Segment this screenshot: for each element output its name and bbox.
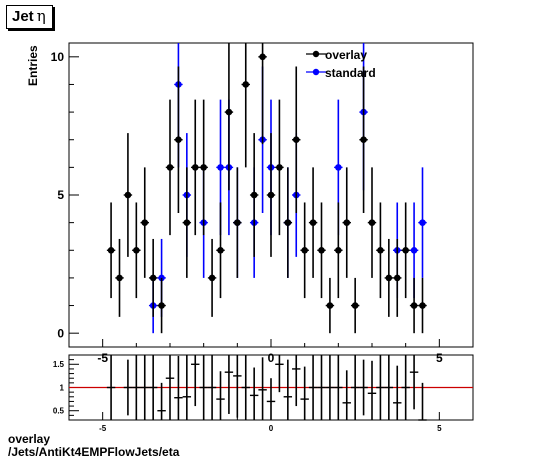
data-point: [166, 164, 174, 171]
data-point: [292, 136, 300, 144]
data-point: [276, 164, 283, 171]
data-point: [385, 274, 393, 282]
data-point: [402, 246, 409, 254]
legend-standard-label: standard: [325, 66, 376, 80]
data-point: [183, 219, 191, 226]
data-point: [107, 246, 115, 254]
data-point: [410, 246, 418, 254]
data-point: [259, 53, 266, 61]
data-point: [309, 219, 317, 226]
data-point: [419, 302, 426, 309]
legend-overlay-marker: [312, 50, 320, 58]
data-point: [335, 246, 342, 254]
data-point: [351, 302, 359, 309]
data-point: [234, 219, 241, 226]
main-axes: -5 0 5 0 5 10: [51, 50, 474, 365]
x-tick-label: 0: [269, 424, 274, 433]
y-tick-label: 0: [57, 326, 64, 340]
data-point: [318, 246, 325, 254]
data-point: [360, 136, 367, 144]
data-point: [200, 164, 207, 171]
data-point: [158, 302, 165, 309]
data-point: [191, 164, 199, 171]
data-point: [326, 302, 334, 309]
footer-label: overlay: [8, 432, 51, 446]
data-point: [225, 108, 233, 116]
x-tick-label: 0: [268, 351, 275, 365]
y-tick-label: 1.5: [53, 360, 65, 369]
x-tick-label: -5: [97, 351, 108, 365]
x-tick-label: 5: [436, 351, 443, 365]
data-point: [141, 219, 149, 226]
data-point: [217, 164, 224, 171]
data-point: [250, 191, 258, 199]
data-point: [301, 246, 308, 254]
x-tick-label: -5: [99, 424, 107, 433]
data-point: [377, 246, 384, 254]
main-plot-marks: [106, 43, 427, 334]
data-point: [419, 219, 426, 226]
data-point: [208, 274, 216, 282]
y-tick-label: 1: [60, 383, 65, 392]
data-point: [217, 246, 224, 254]
plot-title-symbol: η: [36, 7, 46, 25]
y-tick-label: 0.5: [53, 407, 65, 416]
y-axis-label: Entries: [26, 45, 40, 86]
legend-overlay-label: overlay: [325, 48, 367, 62]
data-point: [343, 219, 351, 226]
data-point: [116, 274, 123, 282]
data-point: [410, 302, 418, 309]
y-tick-label: 10: [51, 50, 65, 64]
data-point: [133, 246, 140, 254]
plot-title: Jet η: [6, 5, 53, 29]
legend: overlay standard: [306, 48, 376, 80]
footer-path: /Jets/AntiKt4EMPFlowJets/eta: [8, 445, 180, 459]
data-point: [368, 219, 376, 226]
ratio-plot-marks: [69, 355, 473, 421]
plot-title-main: Jet: [12, 8, 34, 25]
data-point: [175, 136, 182, 144]
y-tick-label: 5: [57, 188, 64, 202]
data-point: [284, 219, 292, 226]
data-point: [242, 81, 250, 88]
data-point: [149, 274, 157, 282]
data-point: [124, 191, 132, 199]
x-tick-label: 5: [437, 424, 442, 433]
legend-standard-marker: [312, 68, 320, 76]
data-point: [267, 191, 275, 199]
data-point: [393, 274, 401, 282]
data-point: [335, 164, 342, 171]
